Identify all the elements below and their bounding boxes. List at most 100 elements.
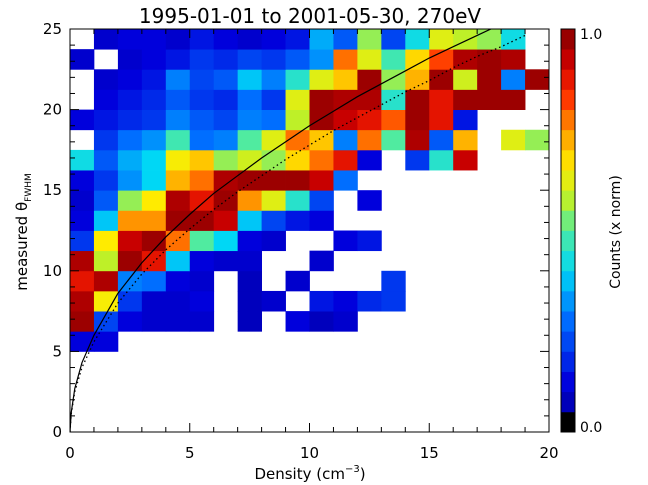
x-axis-label-superscript: −3 <box>345 464 360 475</box>
colorbar-segment <box>561 29 575 50</box>
heatmap-cell <box>333 230 358 252</box>
heatmap-cell <box>70 331 95 352</box>
heatmap-cell <box>213 49 239 70</box>
fit-curves <box>70 29 526 432</box>
heatmap-cell <box>405 89 430 110</box>
heatmap-cell <box>117 29 143 50</box>
heatmap-cell <box>93 250 119 272</box>
heatmap-cell <box>117 170 143 191</box>
heatmap-cell <box>141 129 167 151</box>
heatmap-cell <box>309 89 334 110</box>
heatmap-cell <box>405 69 430 90</box>
heatmap-cell <box>237 29 262 50</box>
heatmap-cell <box>189 49 215 70</box>
heatmap-cell <box>70 311 95 332</box>
heatmap-cell <box>453 149 478 171</box>
heatmap-cell <box>285 270 310 292</box>
heatmap-cell <box>237 109 262 131</box>
colorbar-segment <box>561 230 575 252</box>
heatmap-cell <box>381 49 406 70</box>
heatmap-cell <box>357 149 382 171</box>
heatmap-cell <box>333 290 358 312</box>
heatmap-cell <box>237 129 262 151</box>
heatmap-cell <box>309 29 334 50</box>
heatmap-cell <box>189 270 215 292</box>
heatmap-cell <box>237 190 262 211</box>
heatmap-cell <box>165 29 191 50</box>
heatmap-cell <box>93 270 119 292</box>
colorbar-segment <box>561 210 575 231</box>
heatmap-cell <box>237 230 262 252</box>
heatmap-cell <box>141 89 167 110</box>
colorbar-segment <box>561 331 575 352</box>
heatmap-cell <box>189 290 215 312</box>
colorbar-segment <box>561 270 575 292</box>
heatmap-cell <box>381 129 406 151</box>
heatmap-cell <box>213 210 239 231</box>
heatmap-cell <box>405 29 430 50</box>
heatmap-cell <box>333 129 358 151</box>
solid-fit-curve <box>70 29 493 432</box>
heatmap-cell <box>141 109 167 131</box>
chart-title: 1995-01-01 to 2001-05-30, 270eV <box>139 4 481 28</box>
colorbar-label: Counts (x norm) <box>608 175 624 289</box>
colorbar-segment <box>561 371 575 393</box>
heatmap-cell <box>237 49 262 70</box>
heatmap-cell <box>213 129 239 151</box>
heatmap-cell <box>117 311 143 332</box>
heatmap-cell <box>117 250 143 272</box>
heatmap-cell <box>189 89 215 110</box>
heatmap-cell <box>165 290 191 312</box>
x-tick-label: 0 <box>65 444 75 462</box>
heatmap-cell <box>189 210 215 231</box>
heatmap-cell <box>381 270 406 292</box>
heatmap-cell <box>70 170 95 191</box>
heatmap-cell <box>357 290 382 312</box>
heatmap-cell <box>309 129 334 151</box>
heatmap-cell <box>261 210 286 231</box>
heatmap-cell <box>285 190 310 211</box>
heatmap-cell <box>117 149 143 171</box>
heatmap-cell <box>237 270 262 292</box>
heatmap-cell <box>189 29 215 50</box>
heatmap-cell <box>117 210 143 231</box>
y-tick-label: 25 <box>43 20 62 38</box>
y-tick-label: 15 <box>43 181 62 199</box>
heatmap-cell <box>189 250 215 272</box>
heatmap-cell <box>213 69 239 90</box>
heatmap-cell <box>189 109 215 131</box>
heatmap-cell <box>285 170 310 191</box>
heatmap-cell <box>357 69 382 90</box>
heatmap-cell <box>165 149 191 171</box>
heatmap-cell <box>285 149 310 171</box>
heatmap-cell <box>429 29 454 50</box>
heatmap-cell <box>333 89 358 110</box>
heatmap-cell <box>477 49 502 70</box>
heatmap-cell <box>141 290 167 312</box>
heatmap-cell <box>261 230 286 252</box>
heatmap-cell <box>525 69 549 90</box>
heatmap-cell <box>309 49 334 70</box>
heatmap-cell <box>285 89 310 110</box>
y-tick-label: 5 <box>52 342 62 360</box>
x-tick-label: 10 <box>300 444 319 462</box>
heatmap-cell <box>477 89 502 110</box>
heatmap-cell <box>117 49 143 70</box>
heatmap-cell <box>189 311 215 332</box>
colorbar-segment <box>561 290 575 312</box>
heatmap-cell <box>213 230 239 252</box>
heatmap-cell <box>165 49 191 70</box>
heatmap-cell <box>429 69 454 90</box>
heatmap-cell <box>501 129 526 151</box>
heatmap-cell <box>261 190 286 211</box>
heatmap-cell <box>453 129 478 151</box>
y-tick-label: 10 <box>43 262 62 280</box>
heatmap-cell <box>453 49 478 70</box>
heatmap-cell <box>309 190 334 211</box>
heatmap-cell <box>285 29 310 50</box>
heatmap-cell <box>141 49 167 70</box>
heatmap-cell <box>261 49 286 70</box>
x-axis-label: Density (cm−3) <box>254 464 365 483</box>
heatmap-cell <box>70 250 95 272</box>
